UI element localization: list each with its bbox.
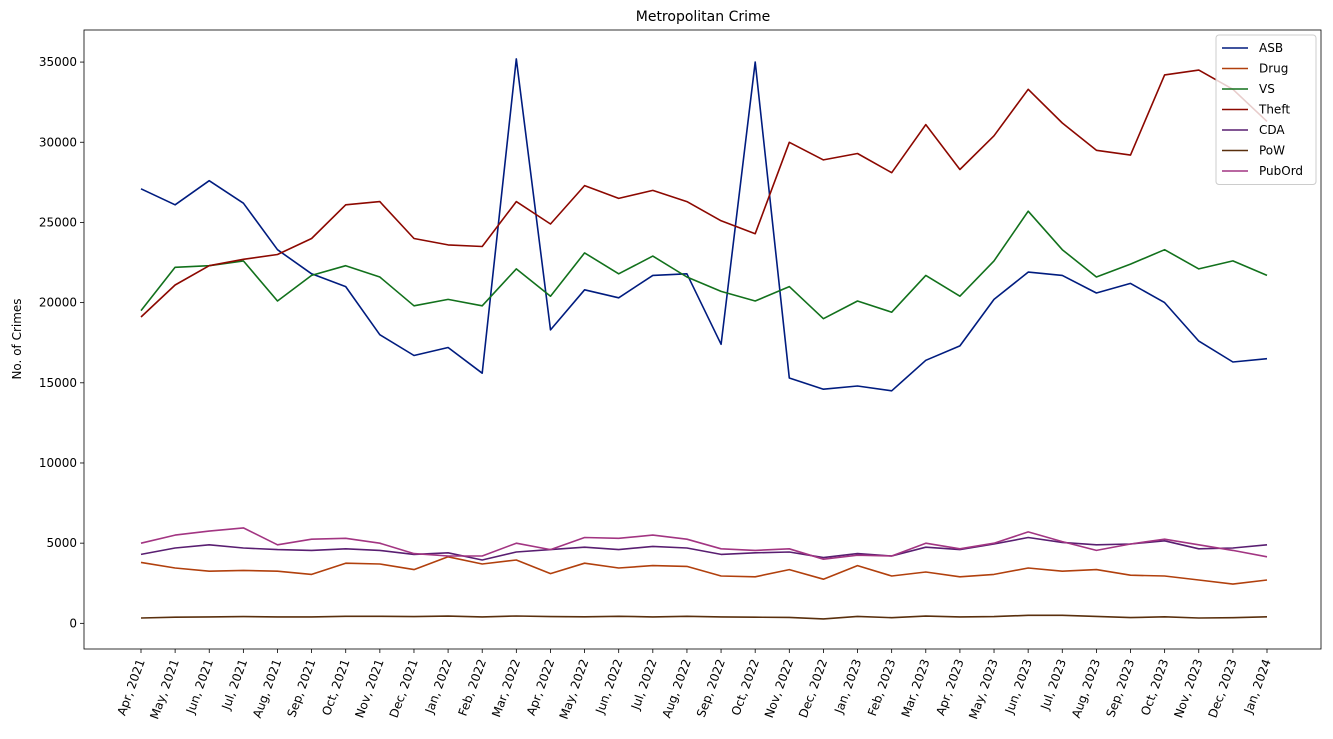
y-tick-label: 5000 [46,536,77,550]
legend-label: PubOrd [1259,164,1303,178]
y-tick-label: 30000 [39,135,77,149]
x-tick-label: Nov, 2021 [352,657,386,720]
x-tick-label: Nov, 2023 [1171,657,1205,720]
y-tick-label: 25000 [39,215,77,229]
x-tick-label: Feb, 2023 [865,657,898,718]
y-tick-label: 15000 [39,376,77,390]
y-tick-label: 10000 [39,456,77,470]
x-tick-label: Oct, 2022 [729,657,762,717]
x-tick-label: Oct, 2023 [1138,657,1171,717]
x-tick-label: Oct, 2021 [319,657,352,717]
series-line-drug [140,555,1268,585]
chart-title: Metropolitan Crime [636,9,771,25]
x-tick-label: Jul, 2021 [219,657,251,712]
x-tick-label: Dec, 2021 [387,657,421,719]
legend-label: Drug [1259,62,1288,76]
y-tick-label: 35000 [39,55,77,69]
series-group [140,58,1268,620]
x-tick-label: Jul, 2022 [628,657,660,712]
series-line-theft [140,69,1268,318]
x-tick-label: May, 2021 [147,657,182,721]
x-tick-label: Mar, 2022 [489,657,523,719]
legend-label: ASB [1259,41,1283,55]
x-tick-label: Sep, 2023 [1103,657,1137,719]
plot-area [83,29,1322,650]
x-tick-label: Mar, 2023 [899,657,933,719]
x-tick-label: Jul, 2023 [1038,657,1070,712]
legend-box [1215,34,1317,185]
x-tick-label: Apr, 2021 [115,657,148,717]
x-tick-label: Apr, 2022 [524,657,557,717]
legend: ASB Drug VS Theft CDA PoW PubOrd [1215,34,1317,185]
y-tick-label: 20000 [39,296,77,310]
x-tick-label: Dec, 2022 [796,657,830,719]
x-tick-label: Jun, 2022 [593,657,626,716]
series-line-asb [140,58,1268,392]
x-tick-label: Aug, 2023 [1069,657,1103,720]
x-tick-label: Sep, 2021 [284,657,318,719]
x-tick-label: Aug, 2021 [250,657,284,720]
x-tick-label: Nov, 2022 [762,657,796,720]
y-axis: 0 5000 10000 15000 20000 25000 30000 35000 [39,55,84,630]
x-tick-label: May, 2023 [966,657,1001,721]
legend-label: Theft [1258,103,1290,117]
series-line-pubord [140,527,1268,561]
x-tick-label: May, 2022 [557,657,592,721]
x-tick-label: Aug, 2022 [660,657,694,720]
y-tick-label: 0 [69,616,77,630]
x-tick-label: Dec, 2023 [1206,657,1240,719]
x-tick-label: Jan, 2023 [831,657,864,716]
legend-label: CDA [1259,123,1285,137]
x-tick-label: Jun, 2023 [1002,657,1035,716]
legend-label: VS [1259,82,1275,96]
series-line-pow [140,614,1268,620]
x-tick-label: Feb, 2022 [456,657,489,718]
y-axis-label: No. of Crimes [10,298,24,379]
x-tick-label: Jan, 2024 [1241,657,1274,716]
x-tick-label: Jun, 2021 [183,657,216,716]
series-line-vs [140,210,1268,320]
x-tick-label: Sep, 2022 [694,657,728,719]
x-tick-label: Jan, 2022 [422,657,455,716]
x-tick-label: Apr, 2023 [933,657,966,717]
x-axis: Apr, 2021 May, 2021 Jun, 2021 Jul, 2021 Aug,… [115,649,1274,721]
legend-label: PoW [1259,144,1285,158]
series-line-cda [140,536,1268,561]
